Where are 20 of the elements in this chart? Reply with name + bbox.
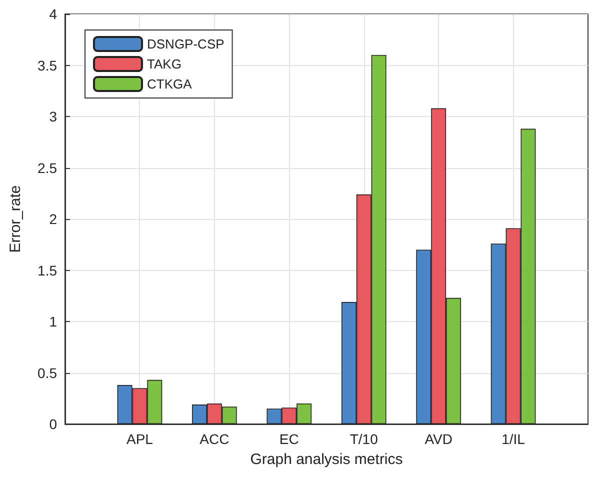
y-axis-title: Error_rate [7, 185, 24, 253]
y-tick-label: 4 [49, 6, 58, 22]
x-tick-label: APL [126, 431, 154, 447]
legend-label: TAKG [147, 56, 182, 72]
x-tick-label: AVD [424, 431, 452, 447]
x-axis-title: Graph analysis metrics [250, 451, 403, 468]
y-tick-label: 0.5 [38, 364, 58, 381]
legend-label: DSNGP-CSP [147, 36, 224, 52]
y-tick-label: 0 [49, 416, 58, 432]
x-tick-label: 1/IL [502, 431, 526, 447]
x-tick-label: T/10 [350, 431, 378, 447]
legend-label: CTKGA [147, 76, 192, 92]
x-tick-label: ACC [200, 431, 230, 447]
y-tick-label: 2.5 [38, 160, 58, 176]
y-tick-label: 3 [49, 108, 58, 124]
y-tick-label: 3.5 [38, 57, 58, 74]
y-tick-label: 1.5 [38, 262, 58, 278]
y-tick-label: 1 [49, 314, 58, 330]
y-tick-label: 2 [49, 211, 58, 227]
x-tick-label: EC [279, 431, 299, 447]
